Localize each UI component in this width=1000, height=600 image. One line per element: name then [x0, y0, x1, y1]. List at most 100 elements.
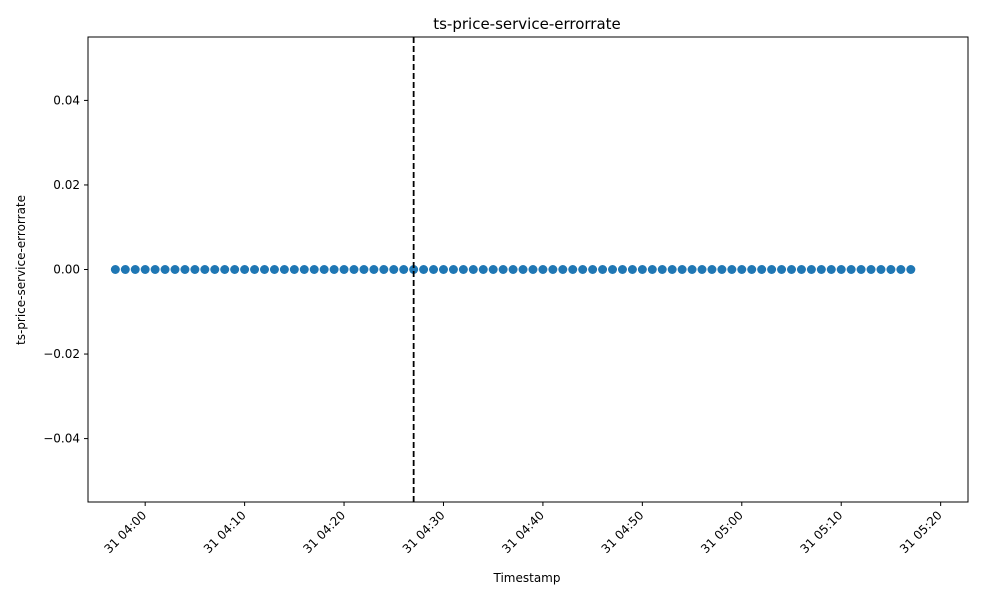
data-point: [339, 265, 349, 274]
data-point: [747, 265, 757, 274]
data-point: [697, 265, 707, 274]
data-point: [777, 265, 787, 274]
data-point: [707, 265, 717, 274]
data-point: [190, 265, 200, 274]
data-point: [687, 265, 697, 274]
data-point: [448, 265, 458, 274]
data-point: [667, 265, 677, 274]
data-point: [220, 265, 230, 274]
x-tick-label: 31 05:00: [698, 508, 746, 556]
y-axis: 0.04 0.02 0.00 −0.02 −0.04: [43, 93, 88, 446]
data-point: [438, 265, 448, 274]
data-point: [657, 265, 667, 274]
data-point: [796, 265, 806, 274]
data-point: [737, 265, 747, 274]
data-point: [558, 265, 568, 274]
data-point: [568, 265, 578, 274]
data-point: [429, 265, 439, 274]
data-point: [110, 265, 120, 274]
data-point: [508, 265, 518, 274]
data-point: [150, 265, 160, 274]
data-point: [488, 265, 498, 274]
data-point: [627, 265, 637, 274]
data-point: [528, 265, 538, 274]
data-point: [120, 265, 130, 274]
data-point: [876, 265, 886, 274]
data-point: [240, 265, 250, 274]
data-point: [279, 265, 289, 274]
data-point: [717, 265, 727, 274]
data-point: [478, 265, 488, 274]
data-point: [906, 265, 916, 274]
data-point: [816, 265, 826, 274]
data-point: [170, 265, 180, 274]
data-point: [299, 265, 309, 274]
data-point: [647, 265, 657, 274]
data-point: [757, 265, 767, 274]
data-point: [806, 265, 816, 274]
data-point: [160, 265, 170, 274]
plot-area-frame: [87, 36, 969, 503]
data-point: [289, 265, 299, 274]
data-point: [359, 265, 369, 274]
data-point: [836, 265, 846, 274]
data-point: [259, 265, 269, 274]
x-tick-label: 31 04:00: [101, 508, 149, 556]
data-point: [409, 265, 419, 274]
data-point: [458, 265, 468, 274]
x-axis-label: Timestamp: [493, 571, 561, 585]
data-point: [269, 265, 279, 274]
data-point: [518, 265, 528, 274]
x-tick-label: 31 04:20: [300, 508, 348, 556]
data-point: [637, 265, 647, 274]
data-point: [379, 265, 389, 274]
data-point: [468, 265, 478, 274]
data-point: [787, 265, 797, 274]
data-point: [617, 265, 627, 274]
data-point: [329, 265, 339, 274]
x-tick-label: 31 04:10: [201, 508, 249, 556]
y-tick-label: 0.04: [53, 93, 80, 107]
data-point: [896, 265, 906, 274]
data-point: [677, 265, 687, 274]
data-points: [110, 265, 916, 274]
y-tick-label: −0.04: [43, 432, 80, 446]
data-point: [309, 265, 319, 274]
data-point: [389, 265, 399, 274]
data-point: [826, 265, 836, 274]
data-point: [538, 265, 548, 274]
chart-title: ts-price-service-errorrate: [433, 15, 621, 33]
x-tick-label: 31 05:10: [797, 508, 845, 556]
data-point: [419, 265, 429, 274]
y-axis-label: ts-price-service-errorrate: [14, 195, 28, 345]
data-point: [210, 265, 220, 274]
data-point: [319, 265, 329, 274]
x-axis: 31 04:00 31 04:10 31 04:20 31 04:30 31 04:40…: [101, 502, 945, 556]
y-tick-label: 0.02: [53, 178, 80, 192]
data-point: [369, 265, 379, 274]
data-point: [399, 265, 409, 274]
data-point: [588, 265, 598, 274]
x-tick-label: 31 05:20: [897, 508, 945, 556]
x-tick-label: 31 04:30: [400, 508, 448, 556]
data-point: [498, 265, 508, 274]
data-point: [598, 265, 608, 274]
data-point: [130, 265, 140, 274]
data-point: [727, 265, 737, 274]
data-point: [180, 265, 190, 274]
data-point: [846, 265, 856, 274]
data-point: [866, 265, 876, 274]
x-tick-label: 31 04:50: [599, 508, 647, 556]
data-point: [349, 265, 359, 274]
data-point: [250, 265, 260, 274]
data-point: [856, 265, 866, 274]
data-point: [767, 265, 777, 274]
data-point: [200, 265, 210, 274]
data-point: [608, 265, 618, 274]
x-tick-label: 31 04:40: [499, 508, 547, 556]
data-point: [886, 265, 896, 274]
data-point: [140, 265, 150, 274]
y-tick-label: −0.02: [43, 347, 80, 361]
y-tick-label: 0.00: [53, 263, 80, 277]
